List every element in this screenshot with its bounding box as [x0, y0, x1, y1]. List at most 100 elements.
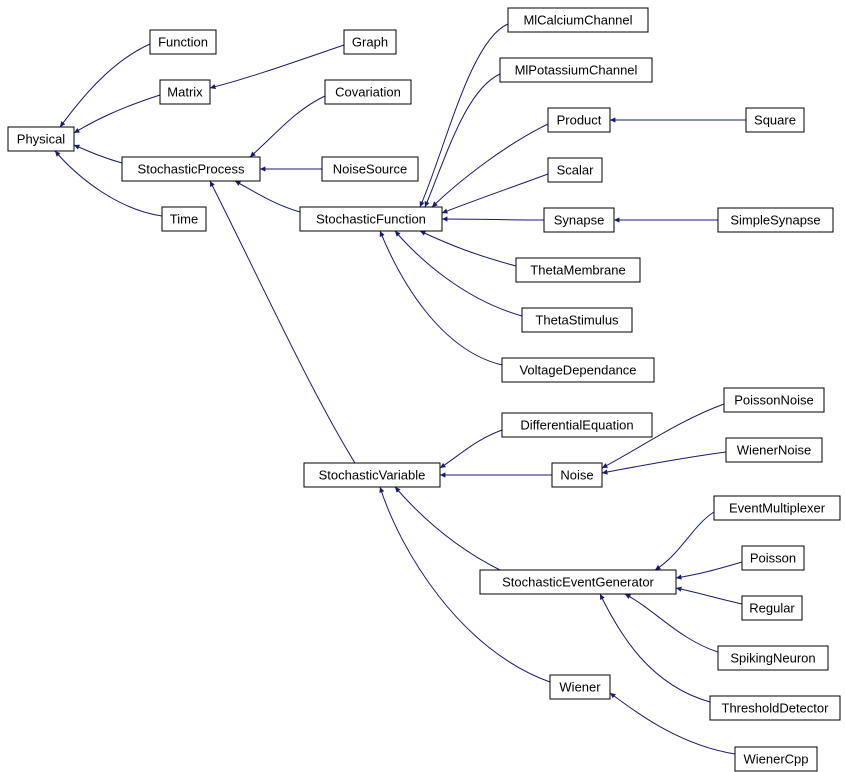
node-label: StochasticFunction [316, 211, 426, 226]
arrowhead [440, 463, 446, 468]
edge-MlPotassiumChannel-StochasticFunction [425, 74, 500, 207]
edge-StochasticProcess-Physical [74, 145, 122, 163]
edge-WienerNoise-Noise [602, 452, 726, 473]
edge-StochasticFunction-StochasticProcess [235, 181, 300, 212]
arrowhead [610, 117, 615, 122]
edge-ThresholdDetector-StochasticEventGenerator [600, 594, 710, 702]
node-Matrix[interactable]: Matrix [160, 80, 210, 104]
edge-Function-Physical [60, 44, 150, 127]
node-label: Scalar [557, 162, 595, 177]
edge-Covariation-StochasticProcess [250, 96, 325, 157]
inheritance-diagram: Physical Function Matrix StochasticProcess T… [0, 0, 845, 772]
node-EventMultiplexer[interactable]: EventMultiplexer [714, 496, 840, 520]
node-Scalar[interactable]: Scalar [548, 158, 602, 182]
node-label: Covariation [335, 84, 401, 99]
node-Poisson[interactable]: Poisson [742, 546, 804, 570]
node-Wiener[interactable]: Wiener [550, 675, 610, 699]
node-label: Time [170, 211, 198, 226]
node-label: WienerCpp [743, 751, 808, 766]
arrowhead [610, 693, 616, 698]
node-label: Square [754, 112, 796, 127]
edge-ThetaMembrane-StochasticFunction [420, 231, 516, 266]
node-Synapse[interactable]: Synapse [544, 208, 614, 232]
node-label: Synapse [554, 212, 605, 227]
node-label: StochasticVariable [319, 467, 426, 482]
node-label: StochasticEventGenerator [502, 574, 654, 589]
arrowhead [676, 575, 682, 580]
node-label: NoiseSource [333, 161, 407, 176]
node-DifferentialEquation[interactable]: DifferentialEquation [502, 413, 652, 437]
arrowhead [676, 587, 682, 592]
arrowhead [655, 565, 661, 570]
node-label: StochasticProcess [138, 161, 245, 176]
node-StochasticVariable[interactable]: StochasticVariable [304, 463, 440, 487]
node-ThetaStimulus[interactable]: ThetaStimulus [522, 308, 632, 332]
edge-StochasticEventGenerator-StochasticVariable [395, 487, 500, 570]
node-label: ThetaMembrane [530, 262, 625, 277]
edge-Product-StochasticFunction [432, 124, 548, 207]
node-Product[interactable]: Product [548, 108, 610, 132]
node-Physical[interactable]: Physical [8, 127, 74, 151]
node-label: DifferentialEquation [520, 417, 633, 432]
node-label: Wiener [559, 679, 601, 694]
edge-VoltageDependance-StochasticFunction [380, 231, 502, 365]
node-label: Graph [352, 34, 388, 49]
node-Graph[interactable]: Graph [344, 30, 396, 54]
node-VoltageDependance[interactable]: VoltageDependance [502, 358, 654, 382]
node-label: Physical [17, 131, 66, 146]
node-Function[interactable]: Function [150, 30, 216, 54]
node-StochasticProcess[interactable]: StochasticProcess [122, 157, 260, 181]
node-Noise[interactable]: Noise [552, 463, 602, 487]
edge-Regular-StochasticEventGenerator [676, 588, 742, 604]
node-Time[interactable]: Time [162, 207, 206, 231]
node-label: Noise [560, 467, 593, 482]
edge-SpikingNeuron-StochasticEventGenerator [625, 594, 718, 652]
arrowhead [614, 217, 619, 222]
node-SpikingNeuron[interactable]: SpikingNeuron [718, 646, 828, 670]
arrowhead [440, 472, 445, 477]
node-MlCalciumChannel[interactable]: MlCalciumChannel [508, 8, 648, 32]
edges-layer [55, 24, 746, 754]
arrowhead [210, 84, 216, 89]
node-label: Poisson [750, 550, 796, 565]
node-ThresholdDetector[interactable]: ThresholdDetector [710, 696, 840, 720]
edge-ThetaStimulus-StochasticFunction [395, 231, 522, 316]
node-Regular[interactable]: Regular [742, 596, 802, 620]
node-Covariation[interactable]: Covariation [325, 80, 411, 104]
node-StochasticEventGenerator[interactable]: StochasticEventGenerator [480, 570, 676, 594]
node-label: Function [158, 34, 208, 49]
node-label: MlCalciumChannel [523, 12, 632, 27]
node-label: SpikingNeuron [730, 650, 815, 665]
node-WienerNoise[interactable]: WienerNoise [726, 438, 822, 462]
node-Square[interactable]: Square [746, 108, 804, 132]
arrowhead [379, 487, 384, 493]
arrowhead [60, 121, 65, 127]
arrowhead [442, 216, 447, 221]
node-label: ThresholdDetector [722, 700, 830, 715]
node-StochasticFunction[interactable]: StochasticFunction [300, 207, 442, 231]
arrowhead [602, 469, 608, 474]
node-ThetaMembrane[interactable]: ThetaMembrane [516, 258, 640, 282]
nodes-layer: Physical Function Matrix StochasticProcess T… [8, 8, 840, 771]
node-label: PoissonNoise [734, 392, 814, 407]
node-PoissonNoise[interactable]: PoissonNoise [724, 388, 824, 412]
node-MlPotassiumChannel[interactable]: MlPotassiumChannel [500, 58, 652, 82]
edge-DifferentialEquation-StochasticVariable [440, 430, 502, 468]
edge-Scalar-StochasticFunction [442, 174, 548, 213]
node-label: VoltageDependance [519, 362, 636, 377]
node-label: Regular [749, 600, 795, 615]
node-label: ThetaStimulus [535, 312, 619, 327]
edge-Poisson-StochasticEventGenerator [676, 562, 742, 578]
node-label: WienerNoise [737, 442, 811, 457]
edge-Matrix-Physical [74, 95, 160, 133]
node-label: MlPotassiumChannel [515, 62, 638, 77]
edge-EventMultiplexer-StochasticEventGenerator [655, 512, 714, 570]
edge-Graph-Matrix [210, 45, 344, 88]
node-SimpleSynapse[interactable]: SimpleSynapse [718, 208, 833, 232]
node-WienerCpp[interactable]: WienerCpp [735, 747, 817, 771]
node-label: Product [557, 112, 602, 127]
node-NoiseSource[interactable]: NoiseSource [322, 157, 418, 181]
node-label: EventMultiplexer [729, 500, 826, 515]
edge-Synapse-StochasticFunction [442, 219, 544, 220]
node-label: Matrix [167, 84, 203, 99]
